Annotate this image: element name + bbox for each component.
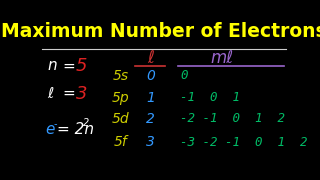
Text: 5s: 5s: [113, 69, 129, 83]
Text: -1  0  1: -1 0 1: [180, 91, 240, 104]
Text: mℓ: mℓ: [211, 49, 234, 67]
Text: 5f: 5f: [114, 135, 127, 149]
Text: =: =: [62, 86, 75, 101]
Text: 2: 2: [84, 118, 90, 128]
Text: 1: 1: [146, 91, 155, 105]
Text: -: -: [54, 119, 57, 129]
Text: -3 -2 -1  0  1  2  3: -3 -2 -1 0 1 2 3: [180, 136, 320, 149]
Text: -2 -1  0  1  2: -2 -1 0 1 2: [180, 112, 285, 125]
Text: Maximum Number of Electrons: Maximum Number of Electrons: [1, 22, 320, 41]
Text: n: n: [47, 58, 57, 73]
Text: = 2n: = 2n: [57, 122, 94, 137]
Text: 5d: 5d: [112, 112, 129, 126]
Text: 0: 0: [146, 69, 155, 83]
Text: ℓ: ℓ: [47, 86, 54, 101]
Text: ℓ: ℓ: [147, 49, 154, 67]
Text: 3: 3: [146, 135, 155, 149]
Text: =: =: [62, 58, 75, 73]
Text: 5: 5: [76, 57, 87, 75]
Text: 5p: 5p: [112, 91, 129, 105]
Text: 0: 0: [180, 69, 188, 82]
Text: e: e: [45, 122, 54, 137]
Text: 3: 3: [76, 85, 87, 103]
Text: 2: 2: [146, 112, 155, 126]
